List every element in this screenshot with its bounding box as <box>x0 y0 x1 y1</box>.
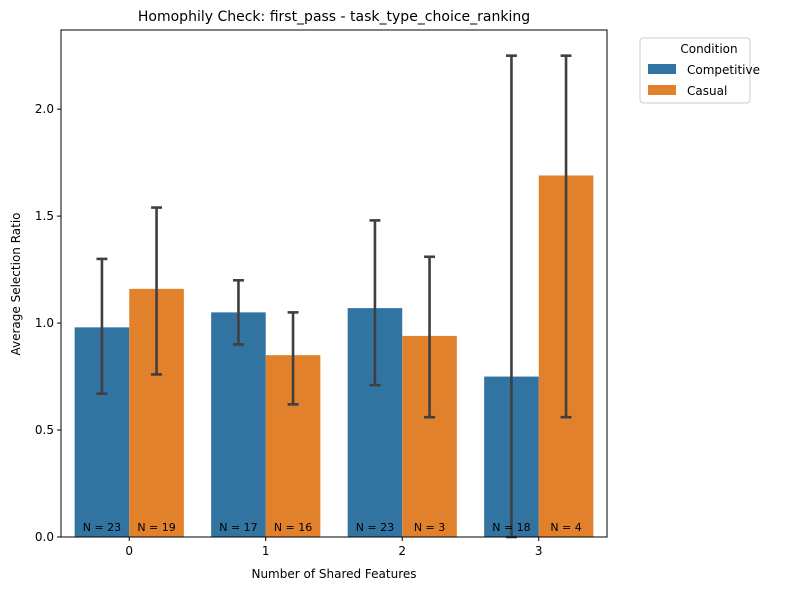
axes-frame <box>60 29 608 538</box>
n-label: N = 23 <box>83 521 121 534</box>
legend-swatch-casual <box>648 85 676 95</box>
n-label: N = 16 <box>274 521 312 534</box>
n-label: N = 18 <box>492 521 530 534</box>
n-label: N = 19 <box>137 521 175 534</box>
x-tick-label: 2 <box>398 544 406 558</box>
y-tick-label: 0.0 <box>35 530 54 544</box>
n-label: N = 3 <box>414 521 445 534</box>
n-label: N = 4 <box>550 521 581 534</box>
y-tick-label: 0.5 <box>35 423 54 437</box>
x-tick-label: 1 <box>262 544 270 558</box>
chart-title: Homophily Check: first_pass - task_type_… <box>138 9 530 25</box>
legend-label-casual: Casual <box>687 84 727 98</box>
y-tick-label: 2.0 <box>35 102 54 116</box>
n-label: N = 23 <box>356 521 394 534</box>
x-tick-label: 0 <box>125 544 133 558</box>
legend-label-competitive: Competitive <box>687 63 760 77</box>
bar-competitive-1 <box>211 312 266 537</box>
y-tick-label: 1.0 <box>35 316 54 330</box>
n-label: N = 17 <box>219 521 257 534</box>
plot-area: 0.0 0.5 1.0 1.5 2.0 N = 23 N = 17 N = 23 N = 18 N… <box>35 29 608 558</box>
x-tick-label: 3 <box>535 544 543 558</box>
y-tick-label: 1.5 <box>35 209 54 223</box>
legend-title: Condition <box>680 42 737 56</box>
legend: Condition Competitive Casual <box>639 37 760 104</box>
y-axis-title: Average Selection Ratio <box>9 212 23 355</box>
x-axis-title: Number of Shared Features <box>251 567 416 581</box>
legend-swatch-competitive <box>648 64 676 74</box>
